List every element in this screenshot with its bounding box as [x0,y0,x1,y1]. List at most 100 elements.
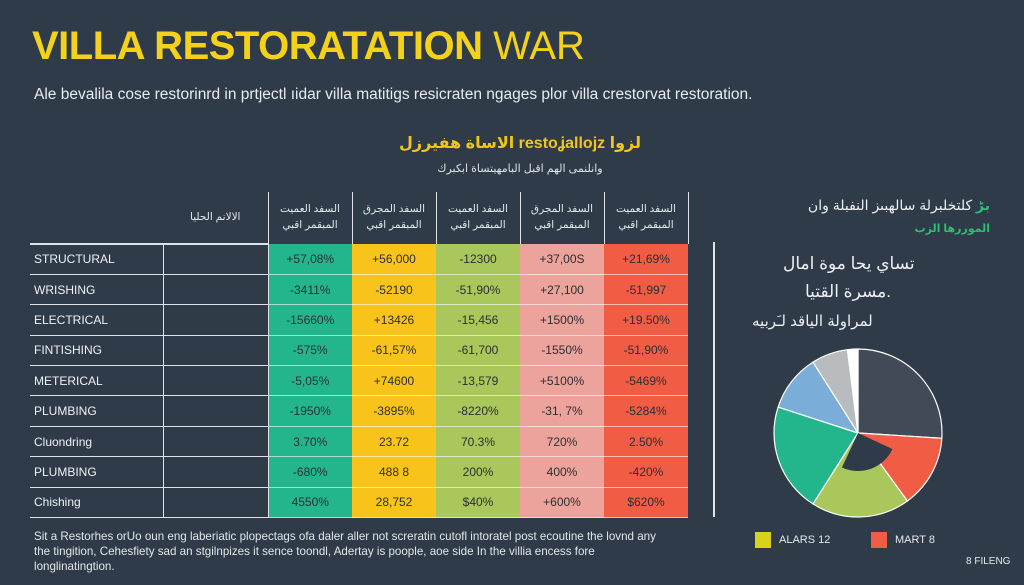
empty-cell [163,456,269,488]
pie-caption-3: لمراولة الياقد لـَربيه [752,313,873,330]
table-row: STRUCTURAL +57,08% +56,000 -12300 +37,00S +21… [30,244,688,275]
table-cell: $620% [604,487,688,519]
table-cell: 200% [436,456,520,488]
table-cell: +5100% [520,365,604,397]
pie-caption-2: .مسرة القتيا [805,282,891,301]
table-cell: -61,700 [436,335,520,367]
title-bold: VILLA RESTORATATION [32,24,483,68]
table-cell: -680% [268,456,352,488]
table-cell: -5284% [604,395,688,427]
table-body: STRUCTURAL +57,08% +56,000 -12300 +37,00S +21… [30,244,688,519]
divider [713,242,715,517]
table-cell: -15,456 [436,304,520,336]
table-cell: 488 8 [352,456,436,488]
pie-slice [773,406,859,505]
brand-logo: 8 FILENG [966,556,1011,567]
table-cell: +21,69% [604,244,688,275]
table-cell: -12300 [436,244,520,275]
table-cell: +13426 [352,304,436,336]
table-row: WRISHING -3411% -52190 -51,90% +27,100 -51,99… [30,274,688,306]
table-cell: $40% [436,487,520,519]
pie-slice [846,348,859,434]
table-row: PLUMBING -680% 488 8 200% 400% -420% [30,456,688,488]
table-cell: 720% [520,426,604,458]
page-subtitle: Ale bevalila cose restorinrd in prtjectl… [34,86,753,103]
table-cell: -15660% [268,304,352,336]
legend-item: ALARS 12 [755,532,830,548]
table-cell: 2.50% [604,426,688,458]
table-cell: 23.72 [352,426,436,458]
table-cell: -1950% [268,395,352,427]
title-light: WAR [493,24,585,68]
pie-cutout [841,433,893,472]
table-cell: 400% [520,456,604,488]
pie-slice [812,431,909,518]
table-cell: +600% [520,487,604,519]
column-header: السفد العميت المبقمر اقبي [604,192,689,244]
table-cell: -52190 [352,274,436,306]
legend-swatch [755,532,771,548]
table-cell: +1500% [520,304,604,336]
table-cell: +57,08% [268,244,352,275]
row-label: PLUMBING [30,395,164,427]
table-cell: -51,90% [604,335,688,367]
header-cell-label [30,192,163,245]
footer-note: Sit a Restorhes orUo oun eng laberiatic … [34,530,656,573]
row-label: METERICAL [30,365,164,397]
right-panel-title: بڑ كلتخلبرلة سالهبىز النفبلة وان [808,196,990,214]
row-label: WRISHING [30,274,164,306]
right-title-text: كلتخلبرلة سالهبىز النفبلة وان [807,197,973,213]
table-cell: 4550% [268,487,352,519]
column-header: السفد العميت المبقمر اقبي [268,192,353,244]
table-row: METERICAL -5,05% +74600 -13,579 +5100% -5469% [30,365,688,397]
row-label: STRUCTURAL [30,244,164,275]
legend-swatch [871,532,887,548]
table-cell: -3895% [352,395,436,427]
pie-caption-1: تساي يحا موة امال [783,254,915,273]
pie-slice [857,348,943,439]
table-row: PLUMBING -1950% -3895% -8220% -31, 7% -5284% [30,395,688,427]
table-cell: -51,90% [436,274,520,306]
data-table: الالانم الحليا السفد العميت المبقمر اقبي ا… [30,192,689,519]
table-cell: -61,57% [352,335,436,367]
table-cell: -3411% [268,274,352,306]
table-row: Cluondring 3.70% 23.72 70.3% 720% 2.50% [30,426,688,458]
table-cell: 70.3% [436,426,520,458]
table-cell: +56,000 [352,244,436,275]
right-panel-subtitle: الموررها الزب [914,223,990,235]
column-header: السفد المجرق المبقمر اقبي [520,192,605,244]
table-row: FINTISHING -575% -61,57% -61,700 -1550% -51,9… [30,335,688,367]
row-label: FINTISHING [30,335,164,367]
legend-item: MART 8 [871,532,935,548]
row-label: Chishing [30,487,164,519]
column-header: السفد العميت المبقمر اقبي [436,192,521,244]
table-cell: -575% [268,335,352,367]
table-cell: -8220% [436,395,520,427]
empty-cell [163,395,269,427]
empty-cell [163,365,269,397]
table-title: لزوا restoʝallojz الاساة هفيرزل [399,135,641,152]
table-row: Chishing 4550% 28,752 $40% +600% $620% [30,487,688,519]
legend-label: ALARS 12 [779,534,831,546]
legend-label: MART 8 [895,534,935,546]
title-mark: بڑ [976,197,990,213]
table-cell: -51,997 [604,274,688,306]
table-cell: -1550% [520,335,604,367]
table-cell: 28,752 [352,487,436,519]
empty-cell [163,487,269,519]
empty-cell [163,304,269,336]
table-subtitle: وانلنمی الهم اقبل البامهیتساة ابکبرك [437,163,603,175]
table-cell: -5469% [604,365,688,397]
table-cell: -5,05% [268,365,352,397]
column-header: الالانم الحليا [163,192,269,245]
table-row: ELECTRICAL -15660% +13426 -15,456 +1500% +19.… [30,304,688,336]
table-cell: +74600 [352,365,436,397]
table-header-row: الالانم الحليا السفد العميت المبقمر اقبي ا… [30,192,689,245]
empty-cell [163,244,269,275]
empty-cell [163,335,269,367]
empty-cell [163,274,269,306]
table-cell: +27,100 [520,274,604,306]
table-cell: -420% [604,456,688,488]
table-cell: 3.70% [268,426,352,458]
